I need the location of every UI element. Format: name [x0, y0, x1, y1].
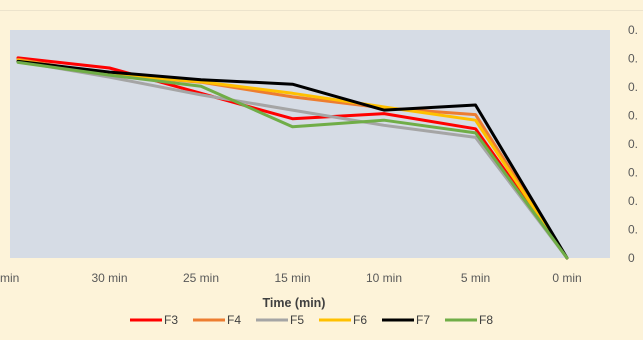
y-tick-label: 0.: [628, 52, 638, 66]
y-tick-label: 0.: [628, 109, 638, 123]
x-tick-label: 5 min: [461, 271, 490, 285]
x-tick-label: 25 min: [183, 271, 219, 285]
series-line-f8: [16, 60, 569, 260]
y-tick-label: 0.: [628, 166, 638, 180]
y-tick-label: 0.: [628, 194, 638, 208]
series-line-f7: [16, 59, 569, 260]
chart-top-border: [0, 10, 643, 11]
y-tick-label: 0.: [628, 223, 638, 237]
legend-label-f7: F7: [416, 313, 430, 327]
legend-label-f3: F3: [164, 313, 178, 327]
x-tick-label: 10 min: [366, 271, 402, 285]
series-lines: [16, 56, 569, 260]
x-axis-title: Time (min): [263, 296, 326, 310]
series-line-f5: [16, 59, 569, 260]
x-tick-label: 15 min: [274, 271, 310, 285]
legend-label-f8: F8: [479, 313, 493, 327]
y-tick-label: 0.: [628, 137, 638, 151]
y-tick-label: 0.: [628, 23, 638, 37]
y-axis-tick-labels: 0. 0. 0. 0. 0. 0. 0. 0. 0: [628, 23, 638, 265]
legend-label-f6: F6: [353, 313, 367, 327]
plot-area: [10, 30, 610, 258]
x-axis-tick-labels: min 30 min 25 min 15 min 10 min 5 min 0 min: [0, 271, 582, 285]
series-line-f3: [16, 56, 569, 260]
y-tick-label: 0.: [628, 80, 638, 94]
y-tick-label: 0: [628, 251, 635, 265]
x-tick-label: min: [0, 271, 19, 285]
legend: F3 F4 F5 F6 F7 F8: [130, 313, 493, 327]
legend-label-f5: F5: [290, 313, 304, 327]
legend-label-f4: F4: [227, 313, 241, 327]
x-tick-label: 30 min: [91, 271, 127, 285]
x-tick-label: 0 min: [552, 271, 581, 285]
